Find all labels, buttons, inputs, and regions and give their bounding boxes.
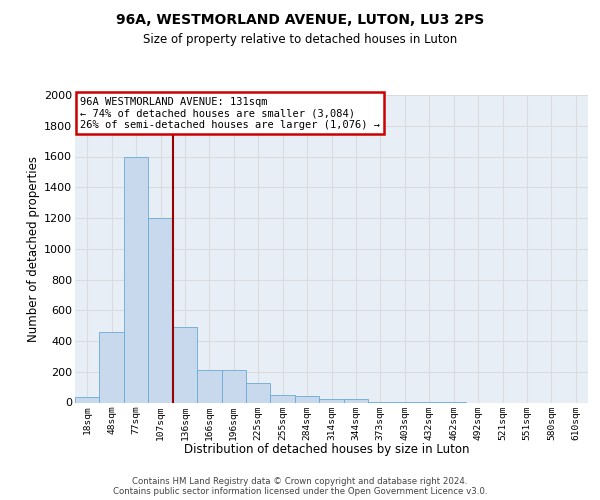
- Bar: [197, 370, 221, 402]
- Bar: [100, 332, 124, 402]
- Bar: [221, 370, 246, 402]
- Bar: [344, 400, 368, 402]
- Text: 96A, WESTMORLAND AVENUE, LUTON, LU3 2PS: 96A, WESTMORLAND AVENUE, LUTON, LU3 2PS: [116, 12, 484, 26]
- Text: Size of property relative to detached houses in Luton: Size of property relative to detached ho…: [143, 33, 457, 46]
- Bar: [124, 156, 148, 402]
- Bar: [319, 398, 344, 402]
- Bar: [271, 395, 295, 402]
- Bar: [75, 397, 100, 402]
- Y-axis label: Number of detached properties: Number of detached properties: [27, 156, 40, 342]
- Bar: [246, 382, 271, 402]
- Bar: [173, 327, 197, 402]
- Text: 96A WESTMORLAND AVENUE: 131sqm
← 74% of detached houses are smaller (3,084)
26% : 96A WESTMORLAND AVENUE: 131sqm ← 74% of …: [80, 96, 380, 130]
- Bar: [148, 218, 173, 402]
- Text: Distribution of detached houses by size in Luton: Distribution of detached houses by size …: [184, 442, 470, 456]
- Text: Contains HM Land Registry data © Crown copyright and database right 2024.
Contai: Contains HM Land Registry data © Crown c…: [113, 476, 487, 496]
- Bar: [295, 396, 319, 402]
